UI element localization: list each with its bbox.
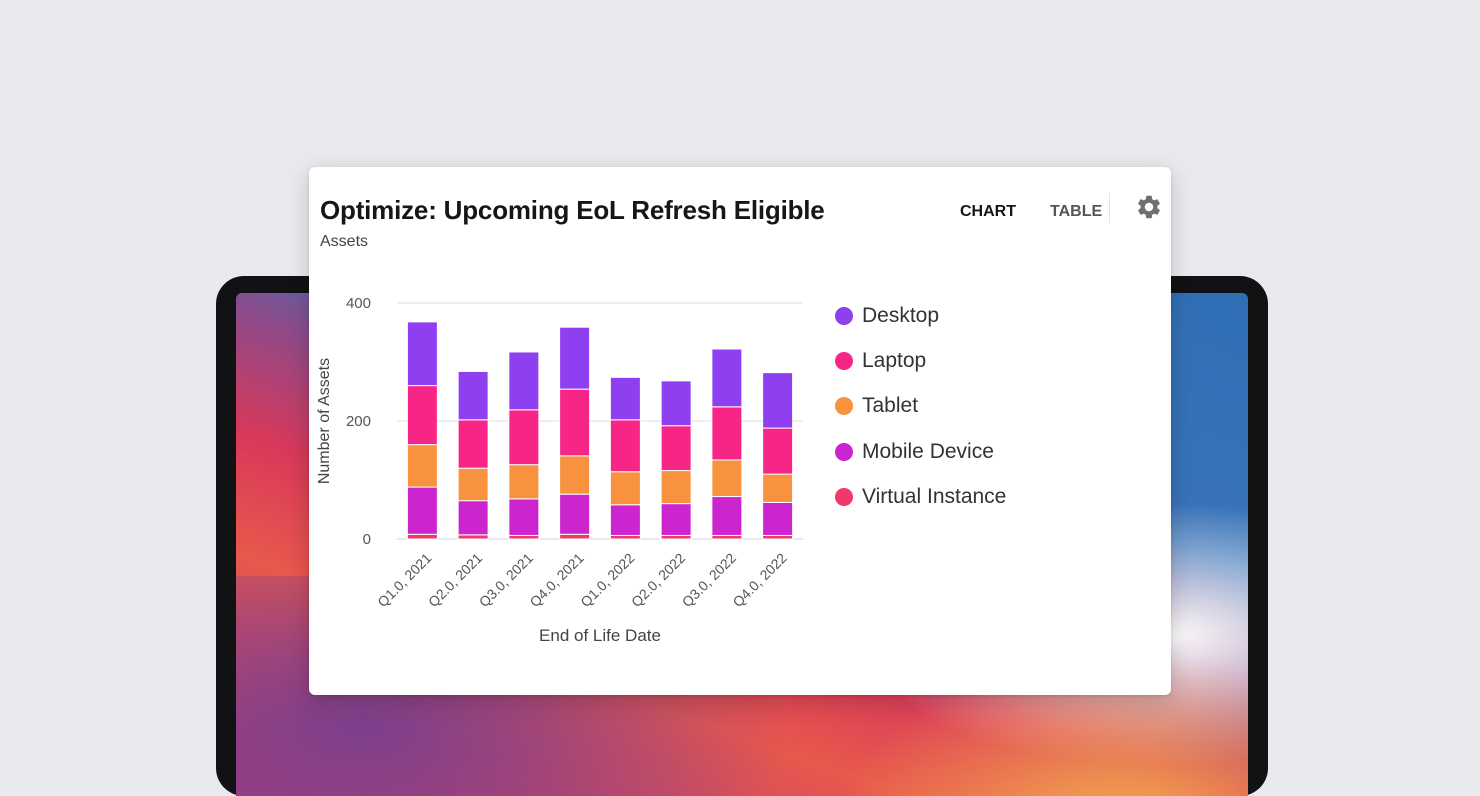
bar-segment[interactable] (457, 467, 489, 502)
legend-swatch (835, 488, 853, 507)
bar-segment[interactable] (762, 534, 794, 540)
widget-title: Optimize: Upcoming EoL Refresh Eligible (320, 195, 825, 225)
bar-segment[interactable] (457, 370, 489, 421)
bar-segment[interactable] (406, 486, 438, 535)
bar-segment[interactable] (559, 388, 591, 457)
x-tick-label: Q2.0, 2021 (425, 550, 485, 610)
y-tick-label: 200 (346, 413, 371, 430)
bar-segment[interactable] (508, 409, 540, 466)
bar-segment[interactable] (762, 501, 794, 536)
legend-item[interactable]: Tablet (835, 384, 1006, 429)
legend-item[interactable]: Desktop (835, 293, 1006, 338)
x-tick-label: Q1.0, 2021 (374, 550, 434, 610)
legend-swatch (835, 352, 853, 371)
bar-segment[interactable] (762, 372, 794, 429)
x-tick-label: Q3.0, 2021 (476, 550, 536, 610)
x-axis-title: End of Life Date (539, 626, 661, 645)
x-tick-label: Q4.0, 2021 (526, 550, 586, 610)
bar-segment[interactable] (609, 504, 641, 536)
bar-segment[interactable] (711, 348, 743, 408)
bar-segment[interactable] (559, 455, 591, 495)
bar-segment[interactable] (660, 425, 692, 472)
x-tick-label: Q2.0, 2022 (628, 550, 688, 610)
y-tick-label: 400 (346, 295, 371, 312)
bar-segment[interactable] (660, 380, 692, 427)
bar-segment[interactable] (508, 464, 540, 500)
chart-widget-card: Optimize: Upcoming EoL Refresh Eligible … (309, 167, 1171, 695)
widget-subtitle: Assets (320, 233, 369, 250)
view-tabs: CHART TABLE (943, 203, 1119, 221)
legend-item[interactable]: Mobile Device (835, 429, 1006, 474)
x-tick-label: Q1.0, 2022 (577, 550, 637, 610)
bar-segment[interactable] (609, 419, 641, 473)
bar-segment[interactable] (406, 321, 438, 387)
bar-segment[interactable] (508, 351, 540, 411)
bar-segment[interactable] (711, 534, 743, 540)
legend-item[interactable]: Laptop (835, 338, 1006, 383)
bar-segment[interactable] (762, 473, 794, 503)
x-tick-label: Q3.0, 2022 (679, 550, 739, 610)
legend-label: Mobile Device (862, 439, 994, 463)
y-tick-label: 0 (363, 531, 371, 548)
bar-segment[interactable] (762, 427, 794, 475)
bar-segment[interactable] (406, 533, 438, 540)
gear-icon[interactable] (1135, 193, 1163, 221)
bar-segment[interactable] (609, 376, 641, 421)
x-tick-label: Q4.0, 2022 (729, 550, 789, 610)
legend-swatch (835, 442, 853, 461)
toolbar-divider (1109, 193, 1110, 223)
bar-segment[interactable] (508, 498, 540, 536)
bar-segment[interactable] (406, 444, 438, 488)
bar-segment[interactable] (559, 326, 591, 390)
legend-item[interactable]: Virtual Instance (835, 475, 1006, 520)
y-axis-title: Number of Assets (316, 358, 333, 484)
legend-swatch (835, 306, 853, 325)
bar-segment[interactable] (508, 534, 540, 540)
legend-swatch (835, 397, 853, 416)
bar-segment[interactable] (609, 534, 641, 540)
bar-segment[interactable] (559, 533, 591, 540)
bar-segment[interactable] (711, 406, 743, 461)
bar-segment[interactable] (711, 459, 743, 498)
bar-segment[interactable] (660, 503, 692, 536)
legend-label: Desktop (862, 303, 940, 327)
legend-label: Tablet (862, 394, 919, 418)
bar-segment[interactable] (457, 419, 489, 469)
legend-label: Laptop (862, 349, 927, 373)
chart-legend: Desktop Laptop Tablet Mobile Device Virtual … (835, 293, 1006, 520)
legend-label: Virtual Instance (862, 485, 1007, 509)
bar-segment[interactable] (660, 534, 692, 540)
bar-segment[interactable] (559, 493, 591, 535)
tab-chart[interactable]: CHART (943, 203, 1033, 221)
bar-segment[interactable] (711, 496, 743, 536)
bar-segment[interactable] (609, 471, 641, 506)
bar-segment[interactable] (457, 500, 489, 536)
bars (406, 321, 794, 540)
tab-table[interactable]: TABLE (1033, 203, 1119, 221)
bar-segment[interactable] (457, 534, 489, 540)
bar-segment[interactable] (406, 385, 438, 446)
bar-segment[interactable] (660, 470, 692, 505)
